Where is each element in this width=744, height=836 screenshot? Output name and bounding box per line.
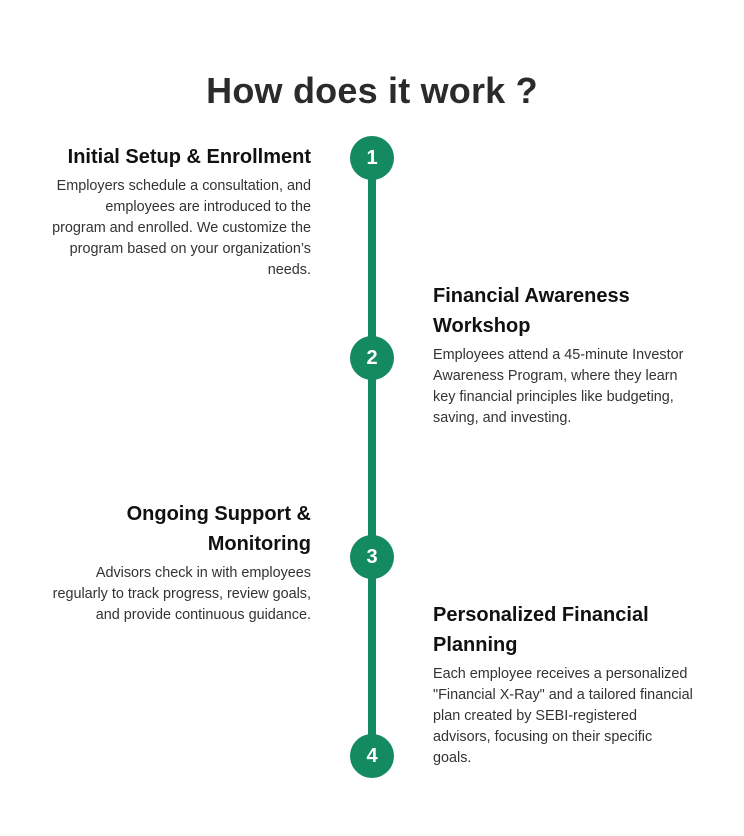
step-node-4: 4	[350, 734, 394, 778]
step-node-1: 1	[350, 136, 394, 180]
step-1-description: Employers schedule a consultation, and e…	[52, 178, 311, 278]
step-node-2: 2	[350, 336, 394, 380]
step-4-title: Personalized Financial Planning	[433, 604, 649, 656]
step-3-description: Advisors check in with employees regular…	[52, 565, 311, 623]
step-2-title: Financial Awareness Workshop	[433, 285, 630, 337]
step-2: Financial Awareness Workshop Employees a…	[433, 281, 693, 429]
step-4-description: Each employee receives a personalized "F…	[433, 666, 693, 766]
step-3: Ongoing Support & Monitoring Advisors ch…	[51, 499, 311, 626]
step-4: Personalized Financial Planning Each emp…	[433, 600, 693, 769]
timeline-line	[368, 158, 376, 756]
step-node-3: 3	[350, 535, 394, 579]
page-title: How does it work ?	[206, 70, 538, 111]
step-1: Initial Setup & Enrollment Employers sch…	[51, 142, 311, 281]
step-2-description: Employees attend a 45-minute Investor Aw…	[433, 347, 684, 426]
step-3-title: Ongoing Support & Monitoring	[126, 503, 311, 555]
step-1-title: Initial Setup & Enrollment	[67, 146, 311, 168]
